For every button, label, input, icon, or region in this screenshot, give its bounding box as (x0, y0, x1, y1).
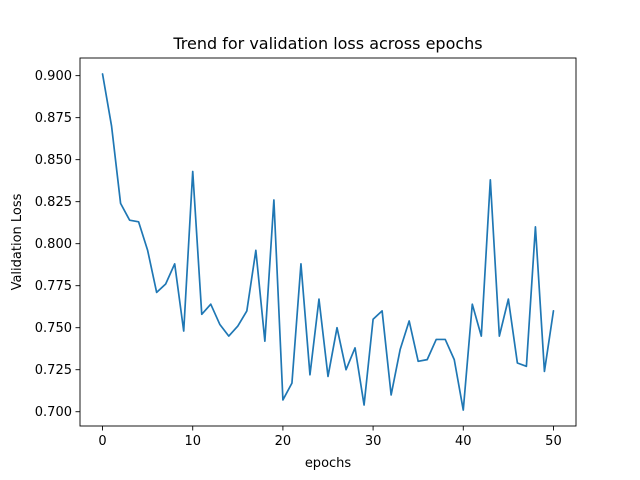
x-tick-label: 20 (275, 434, 292, 449)
x-tick-label: 0 (98, 434, 106, 449)
x-tick-label: 40 (455, 434, 472, 449)
y-tick-label: 0.750 (35, 321, 72, 336)
y-tick-label: 0.900 (35, 69, 72, 84)
y-tick-label: 0.775 (35, 279, 72, 294)
y-tick-label: 0.875 (35, 111, 72, 126)
y-tick-label: 0.850 (35, 153, 72, 168)
series-line (101, 73, 555, 411)
x-axis-ticks: 0 10 20 30 40 50 (98, 426, 562, 449)
x-axis-label: epochs (305, 456, 352, 471)
plot-frame (79, 57, 577, 427)
chart-title: Trend for validation loss across epochs (172, 34, 482, 53)
x-tick-label: 50 (545, 434, 562, 449)
y-tick-label: 0.800 (35, 237, 72, 252)
y-tick-label: 0.700 (35, 405, 72, 420)
y-tick-label: 0.825 (35, 195, 72, 210)
x-tick-label: 30 (365, 434, 382, 449)
y-tick-label: 0.725 (35, 363, 72, 378)
y-axis-ticks: 0.700 0.725 0.750 0.775 0.800 0.825 0.850 0.875… (35, 69, 80, 420)
y-axis-label: Validation Loss (10, 193, 25, 290)
x-tick-label: 10 (184, 434, 201, 449)
